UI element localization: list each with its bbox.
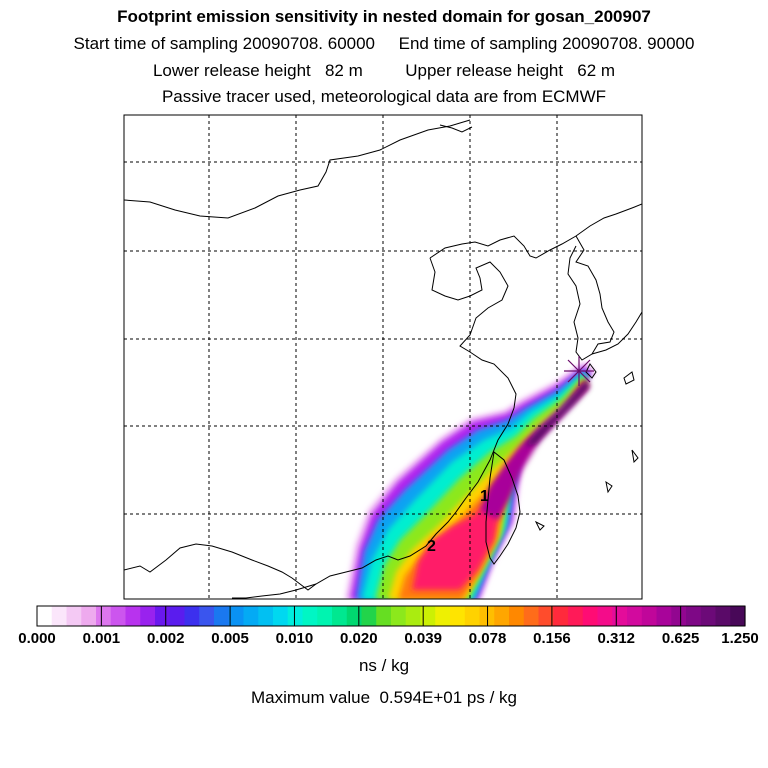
colorbar-swatch: [302, 606, 318, 626]
colorbar-swatch: [420, 606, 436, 626]
region-label-1: 1: [480, 488, 489, 505]
colorbar-swatch: [464, 606, 481, 626]
colorbar-swatch: [686, 606, 702, 626]
colorbar-swatch: [37, 606, 53, 626]
colorbar: [36, 605, 746, 627]
colorbar-swatch: [140, 606, 156, 626]
colorbar-swatch: [110, 606, 127, 626]
colorbar-swatch: [627, 606, 643, 626]
colorbar-swatch: [597, 606, 613, 626]
colorbar-swatch: [243, 606, 259, 626]
colorbar-swatch: [317, 606, 333, 626]
colorbar-swatch: [553, 606, 569, 626]
colorbar-swatch: [538, 606, 554, 626]
colorbar-tick-label: 0.156: [533, 630, 571, 647]
colorbar-swatch: [435, 606, 451, 626]
colorbar-tick-label: 0.001: [82, 630, 121, 647]
colorbar-swatch: [656, 606, 672, 626]
colorbar-swatch: [96, 606, 112, 626]
colorbar-swatch: [391, 606, 407, 626]
colorbar-swatch: [494, 606, 510, 626]
release-height-line: Lower release height 82 m Upper release …: [152, 61, 616, 80]
colorbar-tick-label: 0.002: [146, 630, 185, 647]
colorbar-swatch: [332, 606, 348, 626]
colorbar-swatch: [258, 606, 274, 626]
colorbar-swatch: [228, 606, 245, 626]
colorbar-swatch: [51, 606, 68, 626]
region-label-2: 2: [427, 538, 436, 555]
colorbar-swatch: [346, 606, 363, 626]
map-frame: [123, 114, 643, 600]
colorbar-tick-label: 0.312: [597, 630, 636, 647]
colorbar-tick-label: 0.000: [18, 630, 56, 647]
colorbar-tick-label: 0.005: [211, 630, 249, 647]
colorbar-swatch: [641, 606, 658, 626]
colorbar-swatch: [730, 606, 746, 626]
colorbar-swatch: [612, 606, 628, 626]
plot-title: Footprint emission sensitivity in nested…: [117, 7, 651, 26]
colorbar-swatch: [700, 606, 717, 626]
colorbar-swatch: [199, 606, 215, 626]
colorbar-tick-label: 1.250: [721, 630, 759, 647]
sampling-time-line: Start time of sampling 20090708. 60000 E…: [73, 34, 695, 53]
colorbar-tick-label: 0.039: [404, 630, 442, 647]
colorbar-swatch: [66, 606, 82, 626]
tracer-info-line: Passive tracer used, meteorological data…: [161, 87, 607, 106]
receptor-marker: [564, 356, 594, 386]
colorbar-swatch: [361, 606, 377, 626]
colorbar-swatch: [184, 606, 200, 626]
colorbar-swatch: [376, 606, 392, 626]
colorbar-swatch: [450, 606, 466, 626]
colorbar-swatch: [155, 606, 171, 626]
colorbar-swatch: [169, 606, 186, 626]
colorbar-tick-label: 0.078: [468, 630, 507, 647]
colorbar-swatch: [81, 606, 97, 626]
colorbar-swatch: [287, 606, 304, 626]
lat-lon-grid: [124, 115, 642, 599]
colorbar-swatch: [125, 606, 141, 626]
colorbar-swatch: [273, 606, 289, 626]
colorbar-swatch: [715, 606, 731, 626]
colorbar-tick-label: 0.625: [661, 630, 700, 647]
colorbar-tick-label: 0.010: [275, 630, 314, 647]
maximum-value-text: Maximum value 0.594E+01 ps / kg: [251, 688, 517, 707]
colorbar-units: ns / kg: [358, 656, 410, 675]
colorbar-swatch: [405, 606, 422, 626]
colorbar-tick-label: 0.020: [340, 630, 378, 647]
colorbar-swatch: [568, 606, 584, 626]
colorbar-swatch: [214, 606, 230, 626]
colorbar-swatch: [582, 606, 599, 626]
colorbar-frame: [36, 605, 746, 627]
colorbar-swatch: [671, 606, 687, 626]
coastlines: [124, 119, 642, 599]
colorbar-swatch: [509, 606, 525, 626]
colorbar-swatch: [523, 606, 540, 626]
